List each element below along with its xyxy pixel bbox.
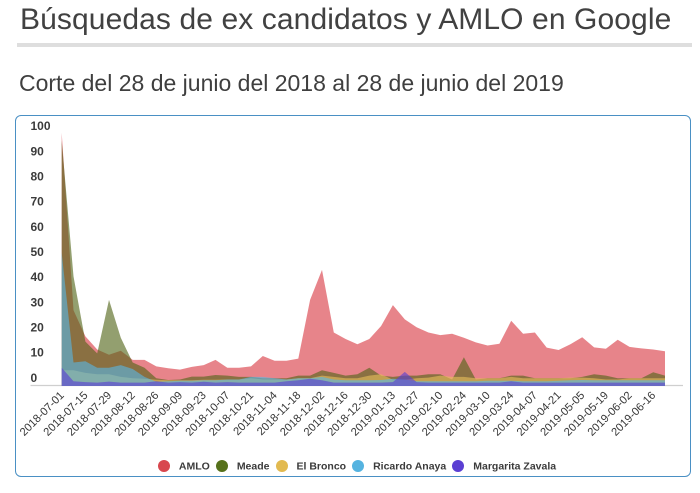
svg-text:20: 20 xyxy=(31,321,45,335)
svg-text:70: 70 xyxy=(31,195,45,209)
svg-text:0: 0 xyxy=(31,371,38,385)
svg-text:50: 50 xyxy=(31,245,45,259)
svg-text:100: 100 xyxy=(31,119,51,133)
svg-text:90: 90 xyxy=(31,144,45,158)
svg-text:60: 60 xyxy=(31,220,45,234)
svg-text:10: 10 xyxy=(31,346,45,360)
svg-text:80: 80 xyxy=(31,169,45,183)
svg-text:30: 30 xyxy=(31,295,45,309)
svg-text:40: 40 xyxy=(31,270,45,284)
